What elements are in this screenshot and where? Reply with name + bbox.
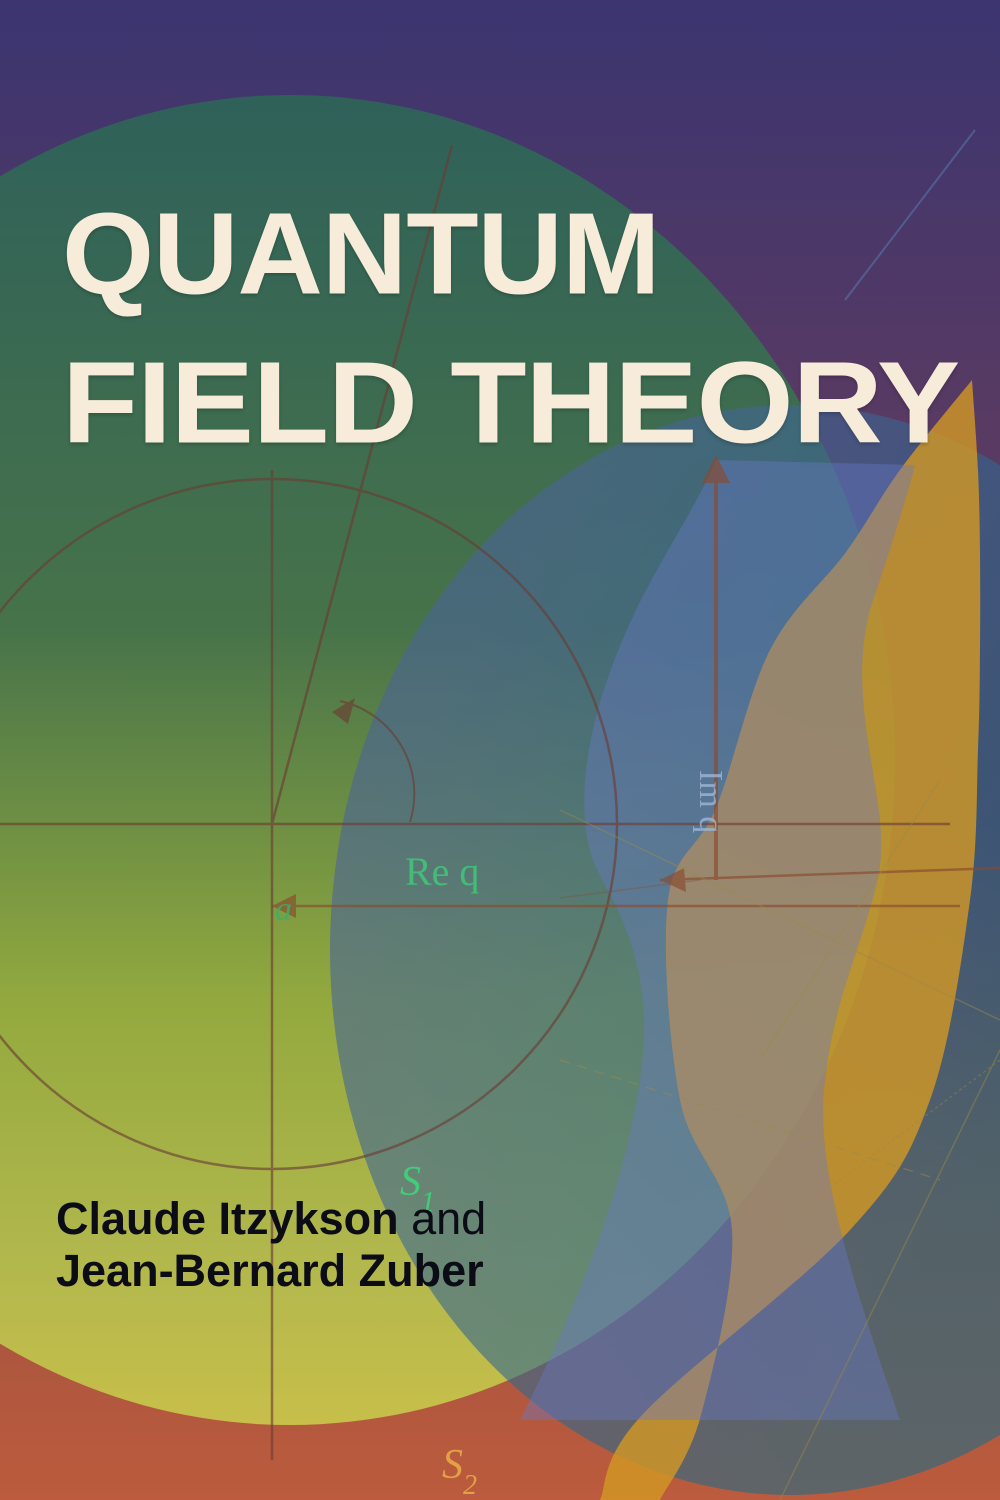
svg-text:Re q: Re q bbox=[405, 849, 479, 894]
svg-text:Im q: Im q bbox=[692, 770, 729, 833]
svg-text:a: a bbox=[275, 891, 292, 928]
